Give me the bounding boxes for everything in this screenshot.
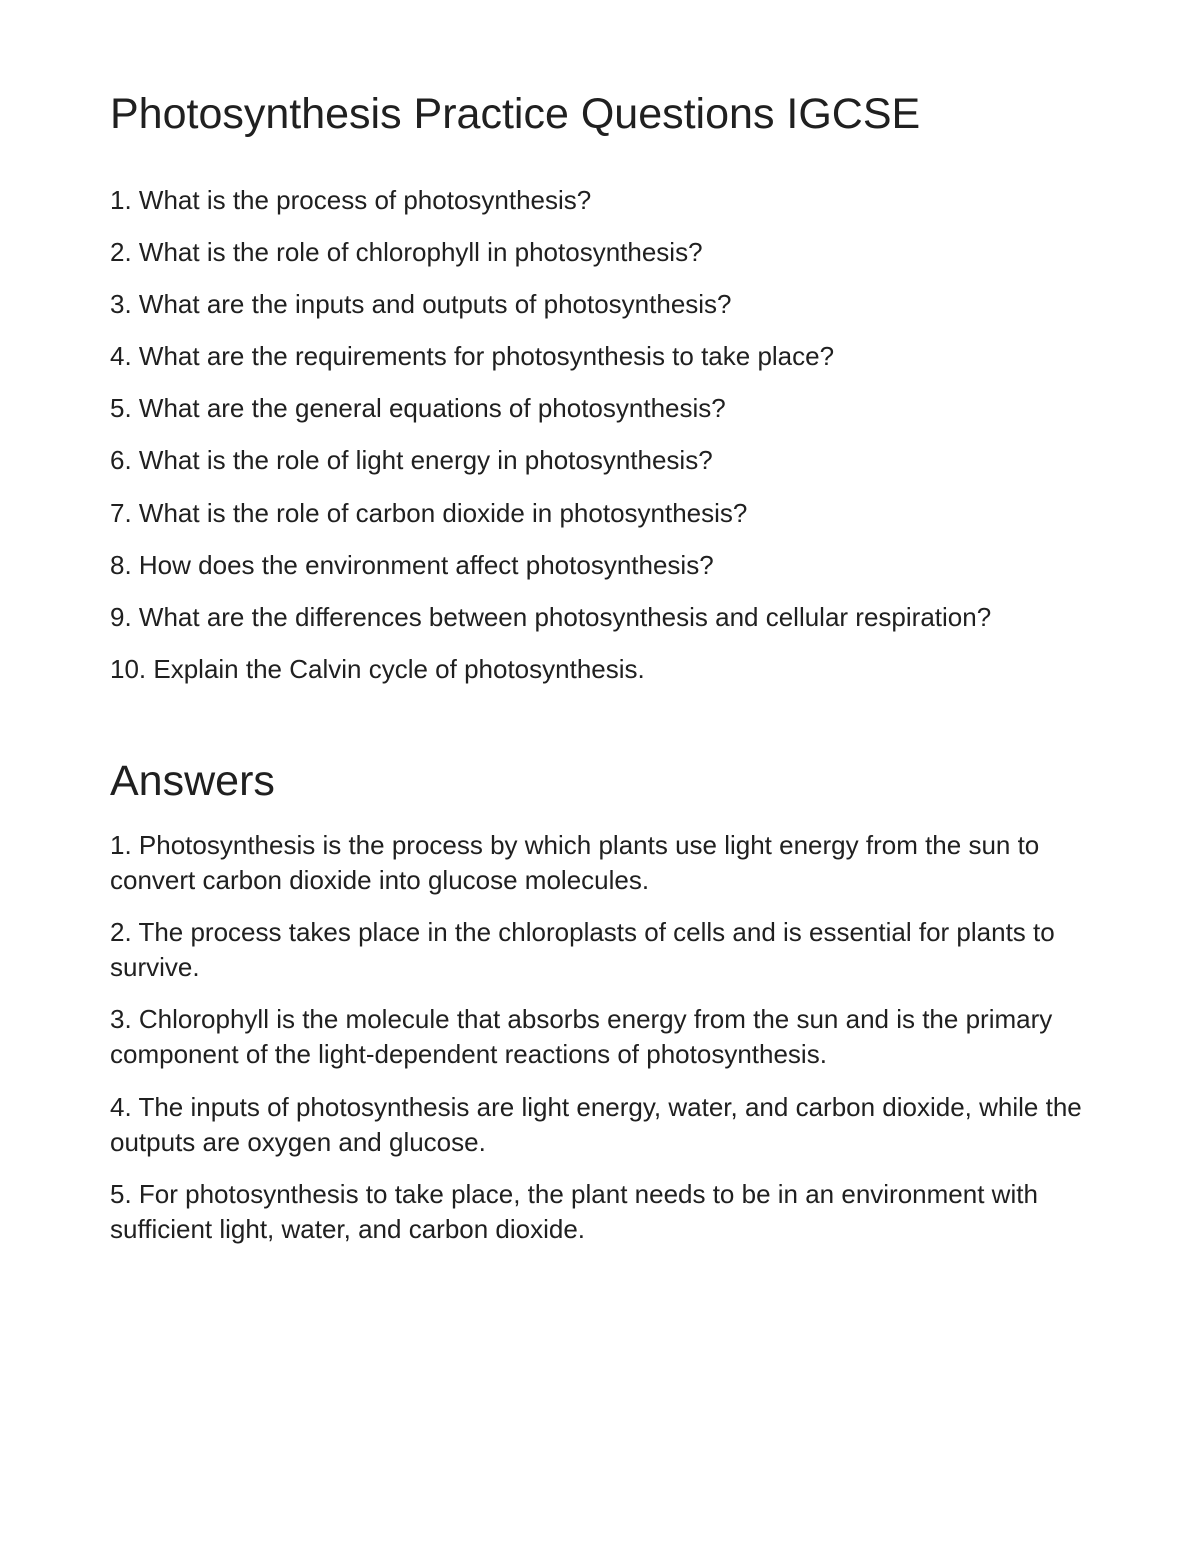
answer-item: 4. The inputs of photosynthesis are ligh…	[110, 1090, 1090, 1160]
answer-item: 1. Photosynthesis is the process by whic…	[110, 828, 1090, 898]
answer-item: 3. Chlorophyll is the molecule that abso…	[110, 1002, 1090, 1072]
question-item: 2. What is the role of chlorophyll in ph…	[110, 235, 1090, 270]
question-item: 6. What is the role of light energy in p…	[110, 443, 1090, 478]
questions-section: 1. What is the process of photosynthesis…	[110, 183, 1090, 687]
question-item: 4. What are the requirements for photosy…	[110, 339, 1090, 374]
answer-item: 2. The process takes place in the chloro…	[110, 915, 1090, 985]
page-title: Photosynthesis Practice Questions IGCSE	[110, 90, 1090, 139]
question-item: 9. What are the differences between phot…	[110, 600, 1090, 635]
question-item: 1. What is the process of photosynthesis…	[110, 183, 1090, 218]
question-item: 8. How does the environment affect photo…	[110, 548, 1090, 583]
question-item: 10. Explain the Calvin cycle of photosyn…	[110, 652, 1090, 687]
question-item: 3. What are the inputs and outputs of ph…	[110, 287, 1090, 322]
answer-item: 5. For photosynthesis to take place, the…	[110, 1177, 1090, 1247]
question-item: 5. What are the general equations of pho…	[110, 391, 1090, 426]
answers-section: 1. Photosynthesis is the process by whic…	[110, 828, 1090, 1247]
question-item: 7. What is the role of carbon dioxide in…	[110, 496, 1090, 531]
answers-heading: Answers	[110, 757, 1090, 806]
